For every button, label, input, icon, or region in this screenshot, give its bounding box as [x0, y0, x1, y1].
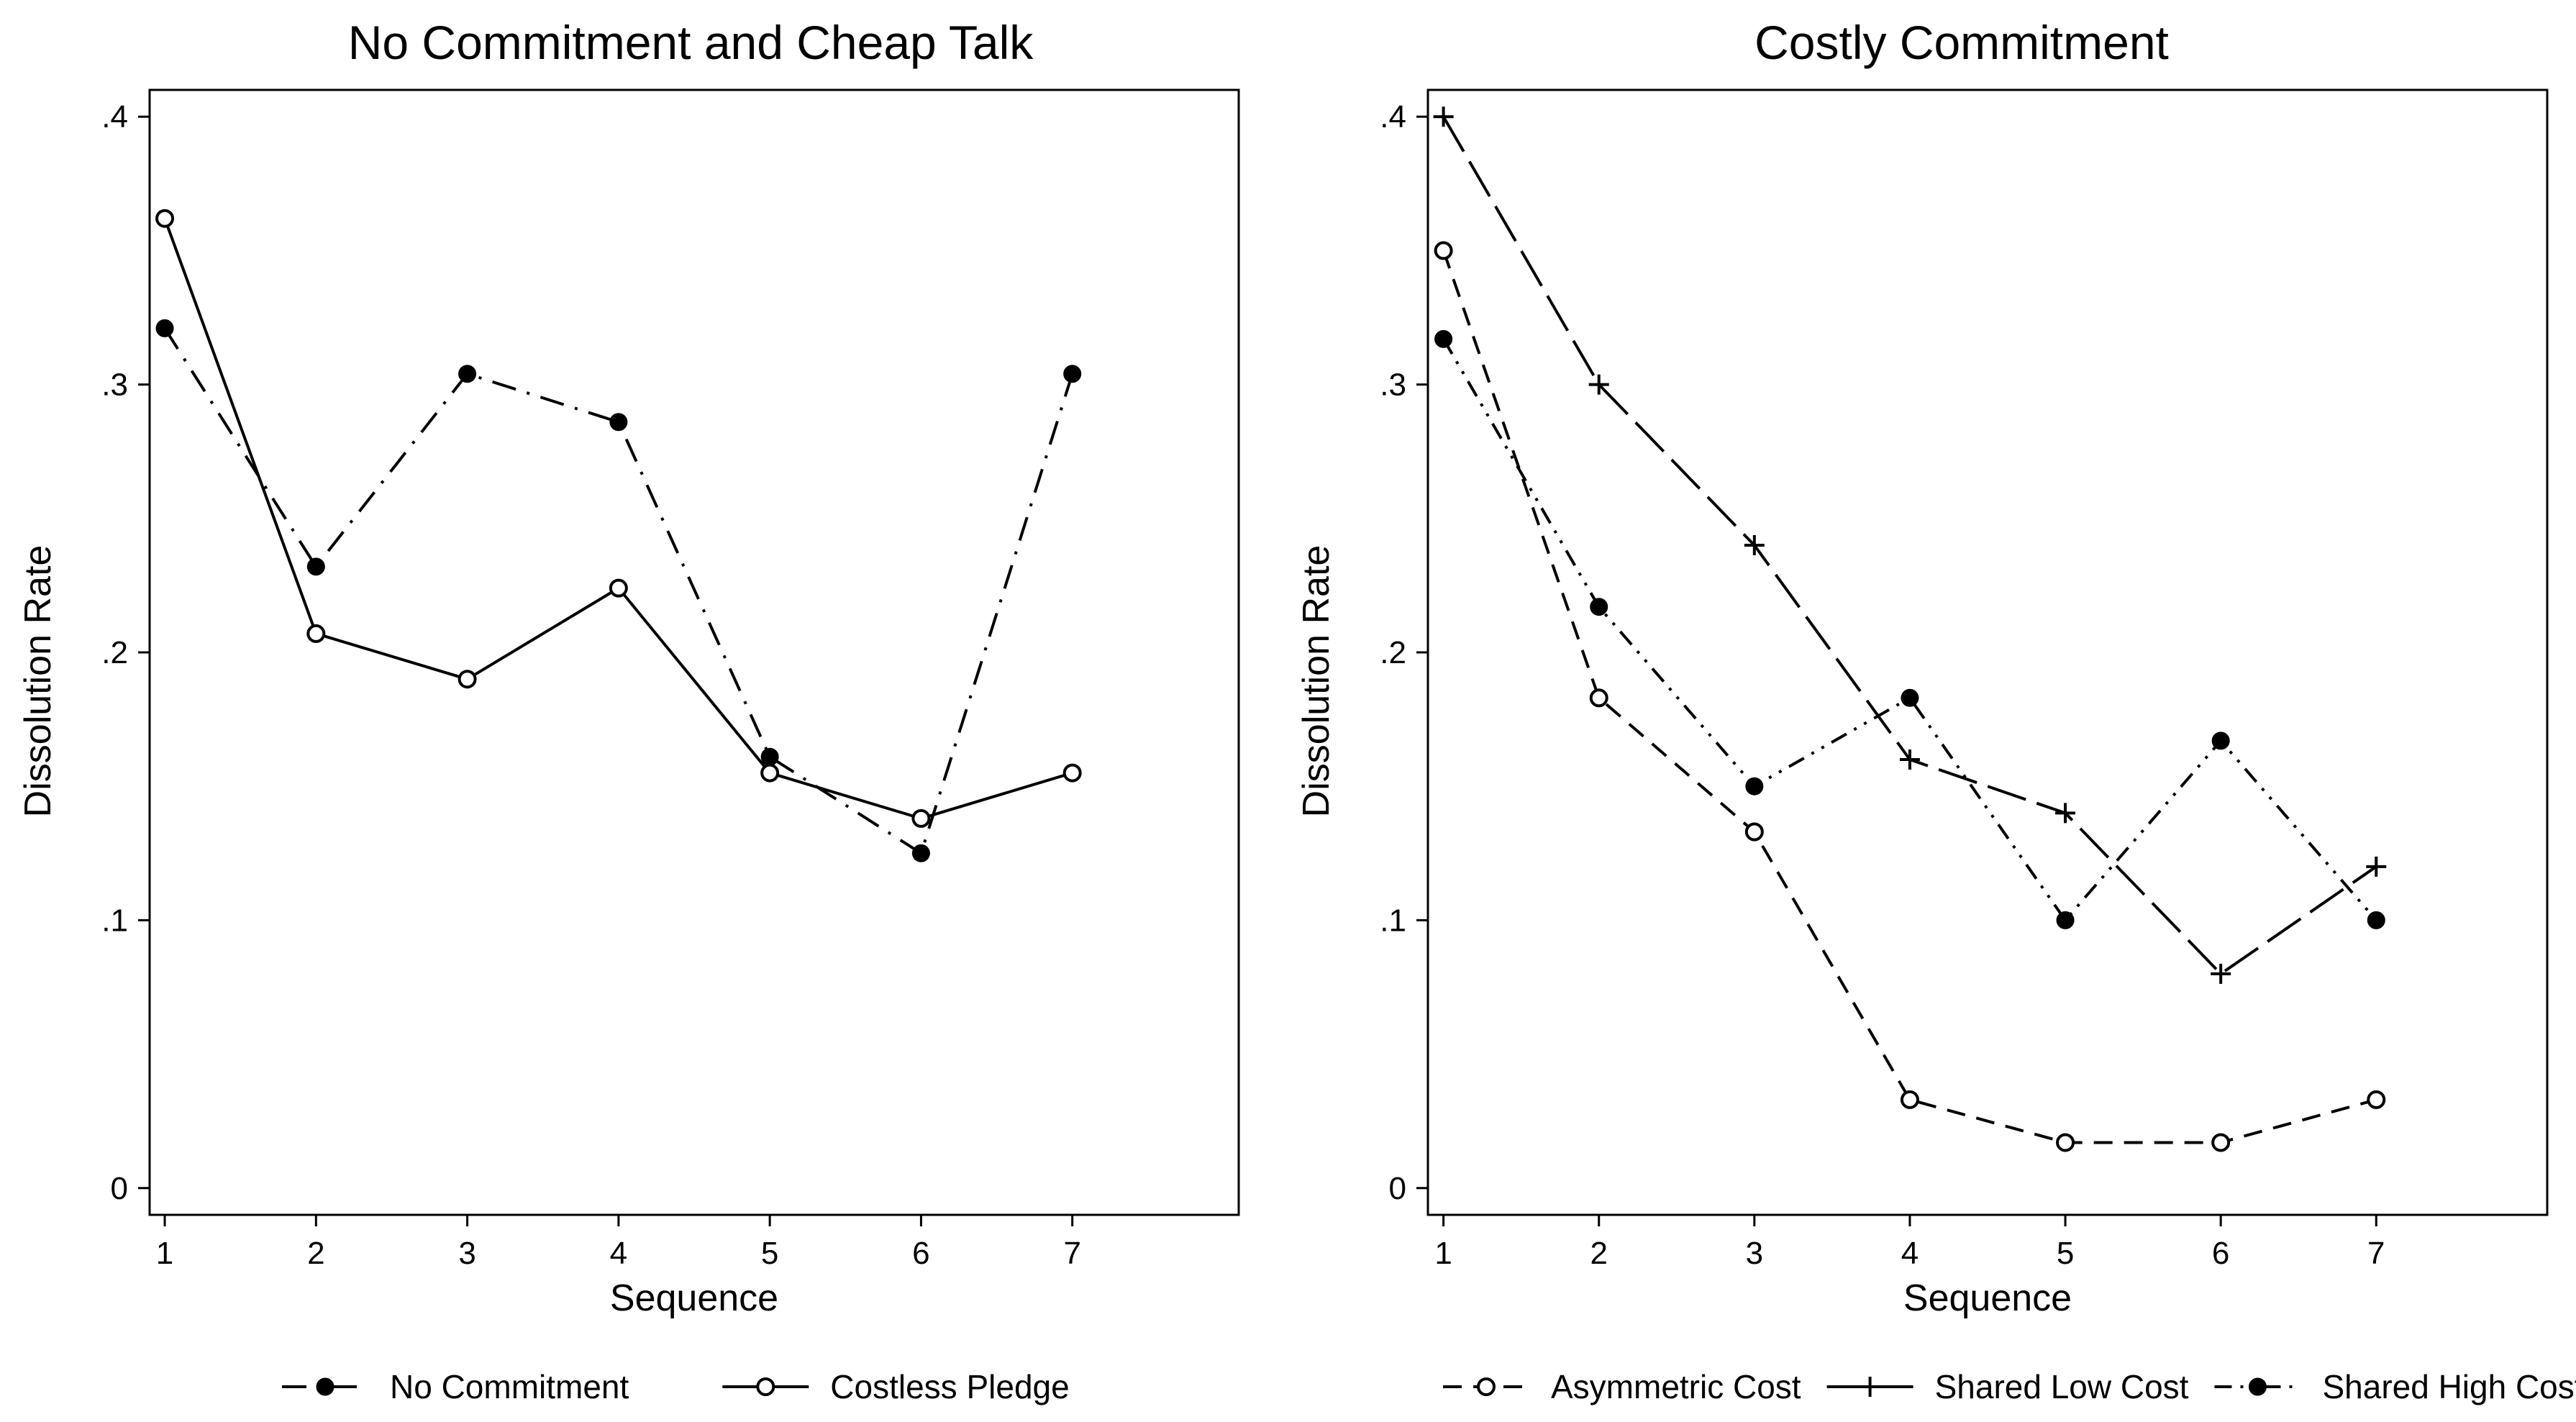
y-axis-label: Dissolution Rate [17, 545, 59, 818]
data-point [609, 578, 628, 598]
data-point [2211, 731, 2230, 750]
data-point [2056, 1133, 2075, 1152]
y-tick-label: .2 [1380, 635, 1406, 670]
x-tick-label: 7 [2367, 1236, 2385, 1271]
series-costless-pledge [155, 209, 1082, 828]
plot-frame [1426, 88, 2549, 1216]
x-tick-label: 3 [1746, 1236, 1763, 1271]
chart-panel-2: Costly Commitment 0 .1 .2 .3 .4 1 2 3 4 5 6 7 Sequenc… [1296, 16, 2576, 1405]
data-point [760, 763, 780, 783]
x-axis-label: Sequence [610, 1277, 778, 1319]
series-line [1442, 338, 2377, 922]
data-point [2211, 1133, 2231, 1152]
data-point [2367, 911, 2385, 929]
y-tick-label: .1 [1380, 903, 1406, 938]
data-point [760, 747, 779, 766]
data-point [1744, 822, 1764, 842]
data-point [1589, 688, 1608, 708]
y-tick-label: 0 [111, 1171, 128, 1206]
x-tick-label: 7 [1063, 1236, 1080, 1271]
data-point [2366, 856, 2387, 877]
x-tick-label: 5 [761, 1236, 778, 1271]
data-point [2211, 963, 2231, 984]
data-point [1745, 777, 1764, 796]
data-point [1590, 598, 1608, 616]
legend-item: Asymmetric Cost [1443, 1368, 1801, 1405]
legend-item: Shared Low Cost [1826, 1368, 2189, 1405]
data-point [1901, 688, 1919, 707]
data-point [1744, 535, 1765, 556]
series-shared-high-cost [1434, 329, 2385, 929]
legend-item: Costless Pledge [722, 1368, 1070, 1405]
x-tick-label: 2 [307, 1236, 324, 1271]
legend: Asymmetric Cost Shared Low Cost Shared Hig… [1443, 1368, 2576, 1405]
legend-label: Shared Low Cost [1935, 1368, 2189, 1405]
data-point [1434, 241, 1453, 260]
chart-title: Costly Commitment [1754, 16, 2169, 69]
data-point [306, 624, 326, 643]
data-point [2367, 1090, 2386, 1109]
y-tick-label: .1 [101, 903, 128, 938]
series-line [163, 218, 1073, 820]
x-tick-label: 3 [458, 1236, 475, 1271]
legend-label: Asymmetric Cost [1551, 1368, 1801, 1405]
legend-swatch-marker [756, 1377, 775, 1396]
x-tick-label: 6 [912, 1236, 929, 1271]
data-point [609, 413, 628, 432]
data-point [458, 670, 477, 689]
legend-label: No Commitment [390, 1368, 629, 1405]
data-point [1433, 106, 1454, 127]
y-tick-label: .4 [1380, 99, 1406, 135]
legend-swatch-marker [2248, 1377, 2267, 1396]
y-tick-label: .2 [101, 635, 128, 670]
legend: No Commitment Costless Pledge [282, 1368, 1070, 1405]
data-point [1434, 329, 1453, 348]
y-tick-label: .3 [101, 368, 128, 403]
data-point [911, 808, 931, 828]
series-no-commitment [155, 319, 1082, 862]
y-axis-label: Dissolution Rate [1296, 545, 1337, 818]
x-tick-label: 1 [1434, 1236, 1452, 1271]
data-point [155, 319, 174, 337]
x-tick-label: 6 [2212, 1236, 2229, 1271]
x-tick-label: 2 [1590, 1236, 1607, 1271]
data-point [911, 844, 930, 862]
legend-swatch-marker [1860, 1377, 1880, 1397]
y-tick-label: .4 [101, 99, 128, 135]
data-point [1062, 763, 1082, 783]
series-asymmetric-cost [1434, 241, 2386, 1152]
legend-label: Shared High Cost [2322, 1368, 2576, 1405]
data-point [155, 209, 175, 228]
data-point [458, 365, 477, 383]
x-tick-label: 5 [2057, 1236, 2074, 1271]
chart-panel-1: No Commitment and Cheap Talk 0 .1 .2 .3 .4 1 2 3… [17, 16, 1240, 1405]
data-point [2055, 803, 2076, 824]
x-axis-label: Sequence [1903, 1277, 2072, 1319]
series-line [1442, 116, 2377, 975]
x-tick-label: 4 [610, 1236, 627, 1271]
legend-item: No Commitment [282, 1368, 629, 1405]
series-shared-low-cost [1433, 106, 2387, 984]
x-tick-label: 4 [1901, 1236, 1919, 1271]
data-point [1900, 1090, 1919, 1109]
y-tick-label: 0 [1389, 1171, 1406, 1206]
legend-label: Costless Pledge [830, 1368, 1069, 1405]
data-point [1899, 749, 1920, 770]
chart-title: No Commitment and Cheap Talk [348, 16, 1034, 69]
data-point [306, 557, 325, 576]
legend-swatch-marker [1477, 1377, 1496, 1396]
legend-swatch-marker [316, 1377, 334, 1396]
legend-item: Shared High Cost [2214, 1368, 2576, 1405]
data-point [1588, 374, 1609, 395]
x-tick-label: 1 [156, 1236, 173, 1271]
data-point [1063, 365, 1082, 383]
data-point [2056, 911, 2075, 929]
plot-frame [148, 88, 1240, 1216]
y-tick-label: .3 [1380, 368, 1406, 403]
